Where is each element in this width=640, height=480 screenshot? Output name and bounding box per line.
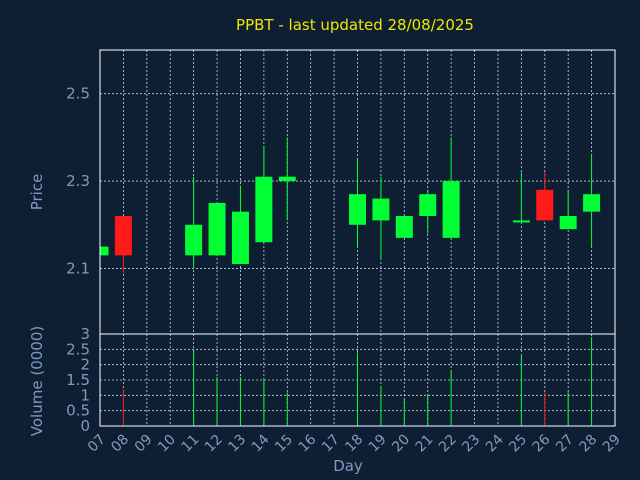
- candle-body: [512, 220, 530, 223]
- candle-body: [114, 216, 132, 256]
- volume-y-tick-label: 2: [80, 356, 90, 374]
- candle-body: [395, 216, 413, 238]
- volume-y-ticks: 00.511.522.53: [66, 325, 90, 435]
- volume-y-tick-label: 0: [80, 417, 90, 435]
- candle-body: [278, 176, 296, 182]
- volume-bars: [122, 337, 593, 426]
- volume-y-tick-label: 2.5: [66, 340, 90, 358]
- candle-body: [536, 189, 554, 221]
- volume-y-tick-label: 0.5: [66, 402, 90, 420]
- price-y-tick-label: 2.3: [66, 172, 90, 190]
- candle-body: [231, 211, 249, 265]
- candle-body: [442, 181, 460, 238]
- candle-body: [185, 224, 203, 256]
- candle-body: [583, 194, 601, 212]
- candle-body: [349, 194, 366, 225]
- candle-body: [255, 176, 273, 243]
- price-y-tick-label: 2.5: [66, 85, 90, 103]
- volume-y-tick-label: 1: [80, 386, 90, 404]
- candle-body: [559, 216, 577, 230]
- price-y-tick-label: 2.1: [66, 259, 90, 277]
- candle-body: [100, 246, 109, 256]
- volume-axis-label: Volume (0000): [28, 326, 46, 436]
- price-candles: [99, 137, 601, 273]
- candle-body: [372, 198, 390, 221]
- candle-body: [419, 194, 437, 217]
- x-ticks: 07 08 09 10 11 12 13 14 15 16 17 18 19 20 21 22 23 24 25 26…: [85, 431, 624, 455]
- chart-title: PPBT - last updated 28/08/2025: [236, 16, 474, 34]
- x-axis-label: Day: [333, 457, 363, 475]
- volume-panel-frame: [99, 333, 616, 427]
- volume-y-tick-label: 3: [80, 325, 90, 343]
- price-axis-label: Price: [28, 174, 46, 211]
- price-y-ticks: 2.1 2.3 2.5: [66, 85, 90, 278]
- volume-y-tick-label: 1.5: [66, 371, 90, 389]
- candle-body: [208, 202, 226, 256]
